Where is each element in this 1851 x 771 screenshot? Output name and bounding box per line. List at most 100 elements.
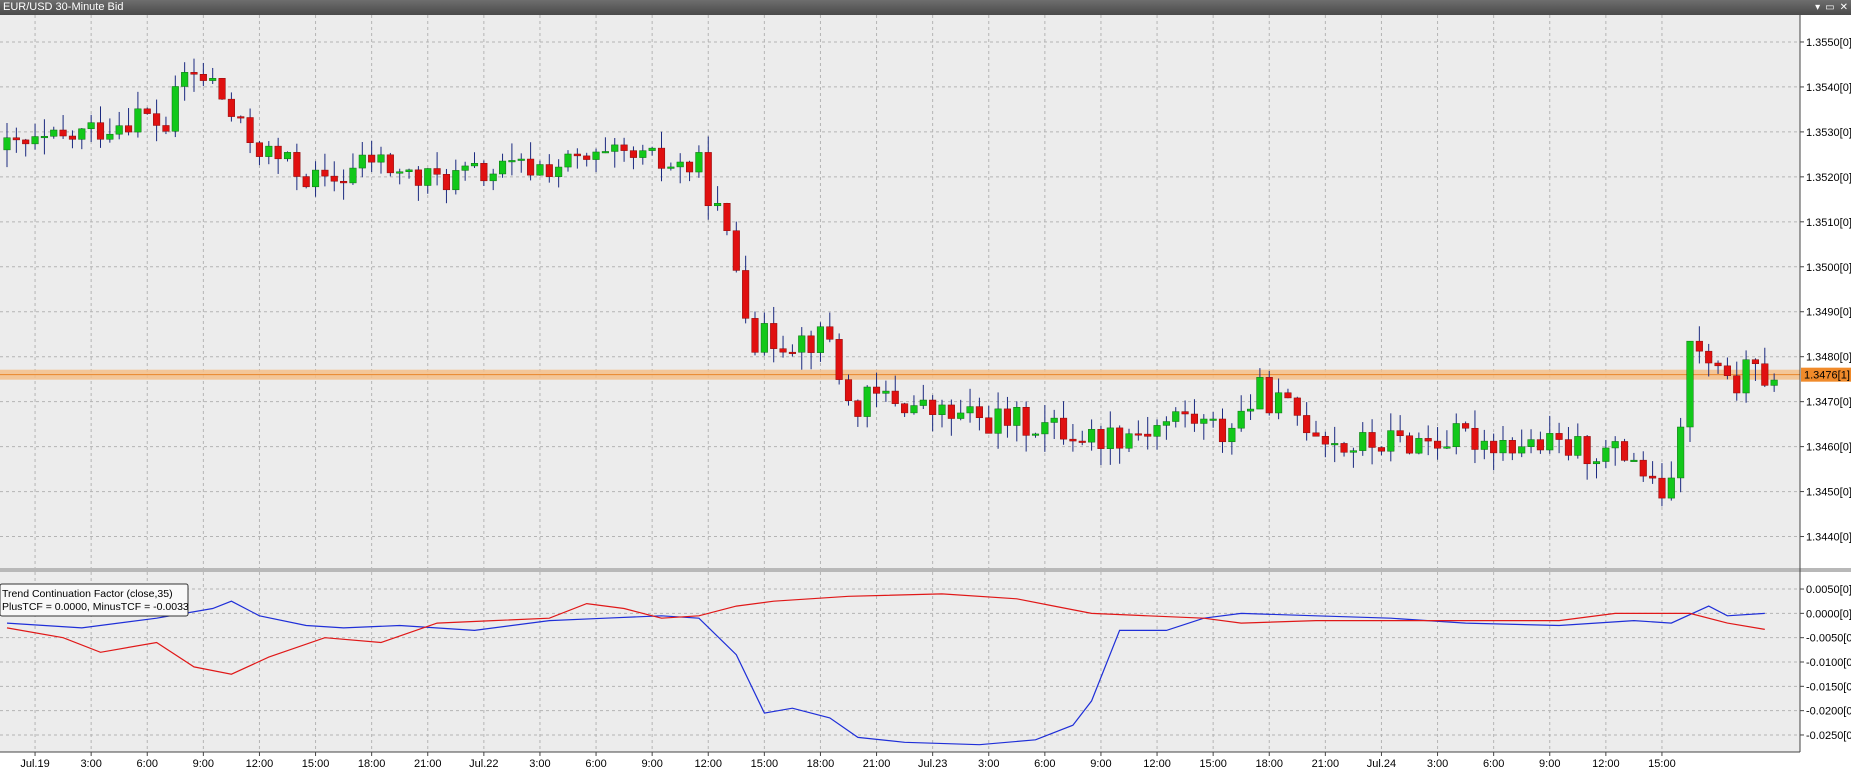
- candle-body: [153, 113, 161, 126]
- candle-body: [779, 348, 787, 353]
- candle-body: [1424, 438, 1432, 442]
- x-tick-label: 9:00: [193, 758, 214, 770]
- candle-body: [1602, 447, 1610, 462]
- price-tick-label: 1.3510[0]: [1806, 217, 1851, 229]
- candle-body: [1611, 441, 1619, 449]
- current-price-tag: [1801, 367, 1851, 382]
- candle-body: [1031, 433, 1040, 436]
- candle-body: [527, 158, 535, 176]
- candle-body: [489, 173, 497, 182]
- candle-body: [1630, 459, 1638, 462]
- candle-body: [1340, 443, 1348, 453]
- indicator-tick-label: -0.0050[0]: [1806, 633, 1851, 645]
- window-titlebar: EUR/USD 30-Minute Bid ▾ ▭ ✕: [0, 0, 1851, 15]
- candle-body: [1761, 363, 1769, 386]
- candle-body: [592, 151, 600, 160]
- candle-body: [1125, 433, 1133, 449]
- x-tick-label: 9:00: [1090, 758, 1111, 770]
- candle-body: [96, 122, 105, 140]
- candle-body: [1013, 407, 1021, 426]
- candle-body: [1041, 422, 1049, 435]
- x-tick-label: Jul.19: [20, 758, 49, 770]
- candle-body: [452, 170, 460, 191]
- candle-body: [695, 152, 703, 173]
- x-tick-label: 3:00: [1427, 758, 1448, 770]
- candle-body: [1200, 418, 1208, 424]
- candle-body: [816, 326, 825, 353]
- x-tick-label: 3:00: [529, 758, 550, 770]
- candle-body: [657, 147, 666, 169]
- candle-body: [87, 122, 95, 130]
- x-tick-label: 12:00: [246, 758, 274, 770]
- candle-body: [1471, 427, 1479, 450]
- candle-body: [714, 203, 722, 207]
- chevron-down-icon[interactable]: ▾: [1815, 2, 1821, 13]
- candle-body: [583, 155, 591, 160]
- candle-body: [564, 153, 572, 168]
- indicator-grid: [0, 572, 1800, 752]
- candle-body: [1405, 435, 1414, 454]
- chart-svg: 1.3550[0] 1.3540[0] 1.3530[0] 1.3520[0] 1.35…: [0, 15, 1851, 771]
- candle-body: [1106, 427, 1114, 449]
- candle-body: [732, 230, 740, 271]
- candle-body: [1218, 418, 1227, 443]
- x-tick-label: 15:00: [302, 758, 330, 770]
- x-tick-label: 15:00: [751, 758, 779, 770]
- candle-body: [751, 318, 759, 353]
- candle-body: [190, 72, 198, 75]
- candle-body: [1452, 423, 1460, 448]
- candle-body: [1144, 433, 1152, 437]
- x-tick-label: 6:00: [1034, 758, 1055, 770]
- candle-body: [648, 147, 656, 151]
- candle-body: [1686, 340, 1694, 428]
- candle-body: [1415, 438, 1423, 454]
- price-y-axis: 1.3550[0] 1.3540[0] 1.3530[0] 1.3520[0] 1.35…: [1800, 37, 1851, 544]
- candle-body: [134, 108, 142, 133]
- candle-body: [835, 339, 843, 380]
- restore-icon[interactable]: ▭: [1825, 2, 1835, 13]
- candle-body: [807, 335, 815, 353]
- candle-body: [620, 144, 628, 151]
- candle-body: [106, 133, 114, 140]
- candle-body: [1190, 413, 1199, 424]
- candle-body: [1181, 411, 1189, 415]
- price-tick-label: 1.3440[0]: [1806, 532, 1851, 544]
- price-tick-label: 1.3530[0]: [1806, 127, 1851, 139]
- candle-body: [237, 116, 245, 119]
- pane-separator[interactable]: [0, 568, 1851, 572]
- indicator-tick-label: 0.0000[0]: [1806, 608, 1851, 620]
- candle-body: [31, 136, 39, 145]
- candle-body: [209, 78, 217, 81]
- indicator-lines: [6, 593, 1765, 746]
- candle-body: [1022, 407, 1030, 436]
- candle-body: [1667, 477, 1675, 499]
- candle-body: [396, 171, 404, 174]
- candle-body: [1695, 340, 1703, 352]
- candle-body: [760, 323, 768, 353]
- candle-body: [788, 351, 796, 354]
- close-icon[interactable]: ✕: [1839, 2, 1848, 13]
- candle-body: [321, 169, 329, 177]
- candle-body: [283, 152, 292, 160]
- current-price-label: 1.3476[1]: [1804, 370, 1850, 382]
- candle-body: [966, 406, 974, 414]
- candle-body: [78, 128, 86, 140]
- candle-body: [929, 399, 937, 415]
- candle-body: [573, 153, 581, 157]
- candle-body: [1742, 359, 1750, 394]
- candle-body: [1396, 430, 1404, 436]
- candle-body: [227, 98, 235, 117]
- candle-body: [349, 167, 357, 184]
- indicator-tick-label: -0.0150[0]: [1806, 681, 1851, 693]
- x-tick-label: 12:00: [1592, 758, 1620, 770]
- candle-body: [844, 379, 853, 401]
- candle-body: [1621, 441, 1629, 461]
- candle-body: [368, 154, 376, 163]
- candle-body: [1069, 438, 1077, 442]
- candle-body: [891, 390, 899, 404]
- candle-body: [1162, 421, 1170, 426]
- candle-body: [704, 152, 712, 207]
- candle-body: [1480, 440, 1488, 450]
- candle-body: [873, 386, 881, 394]
- candle-body: [1527, 439, 1535, 447]
